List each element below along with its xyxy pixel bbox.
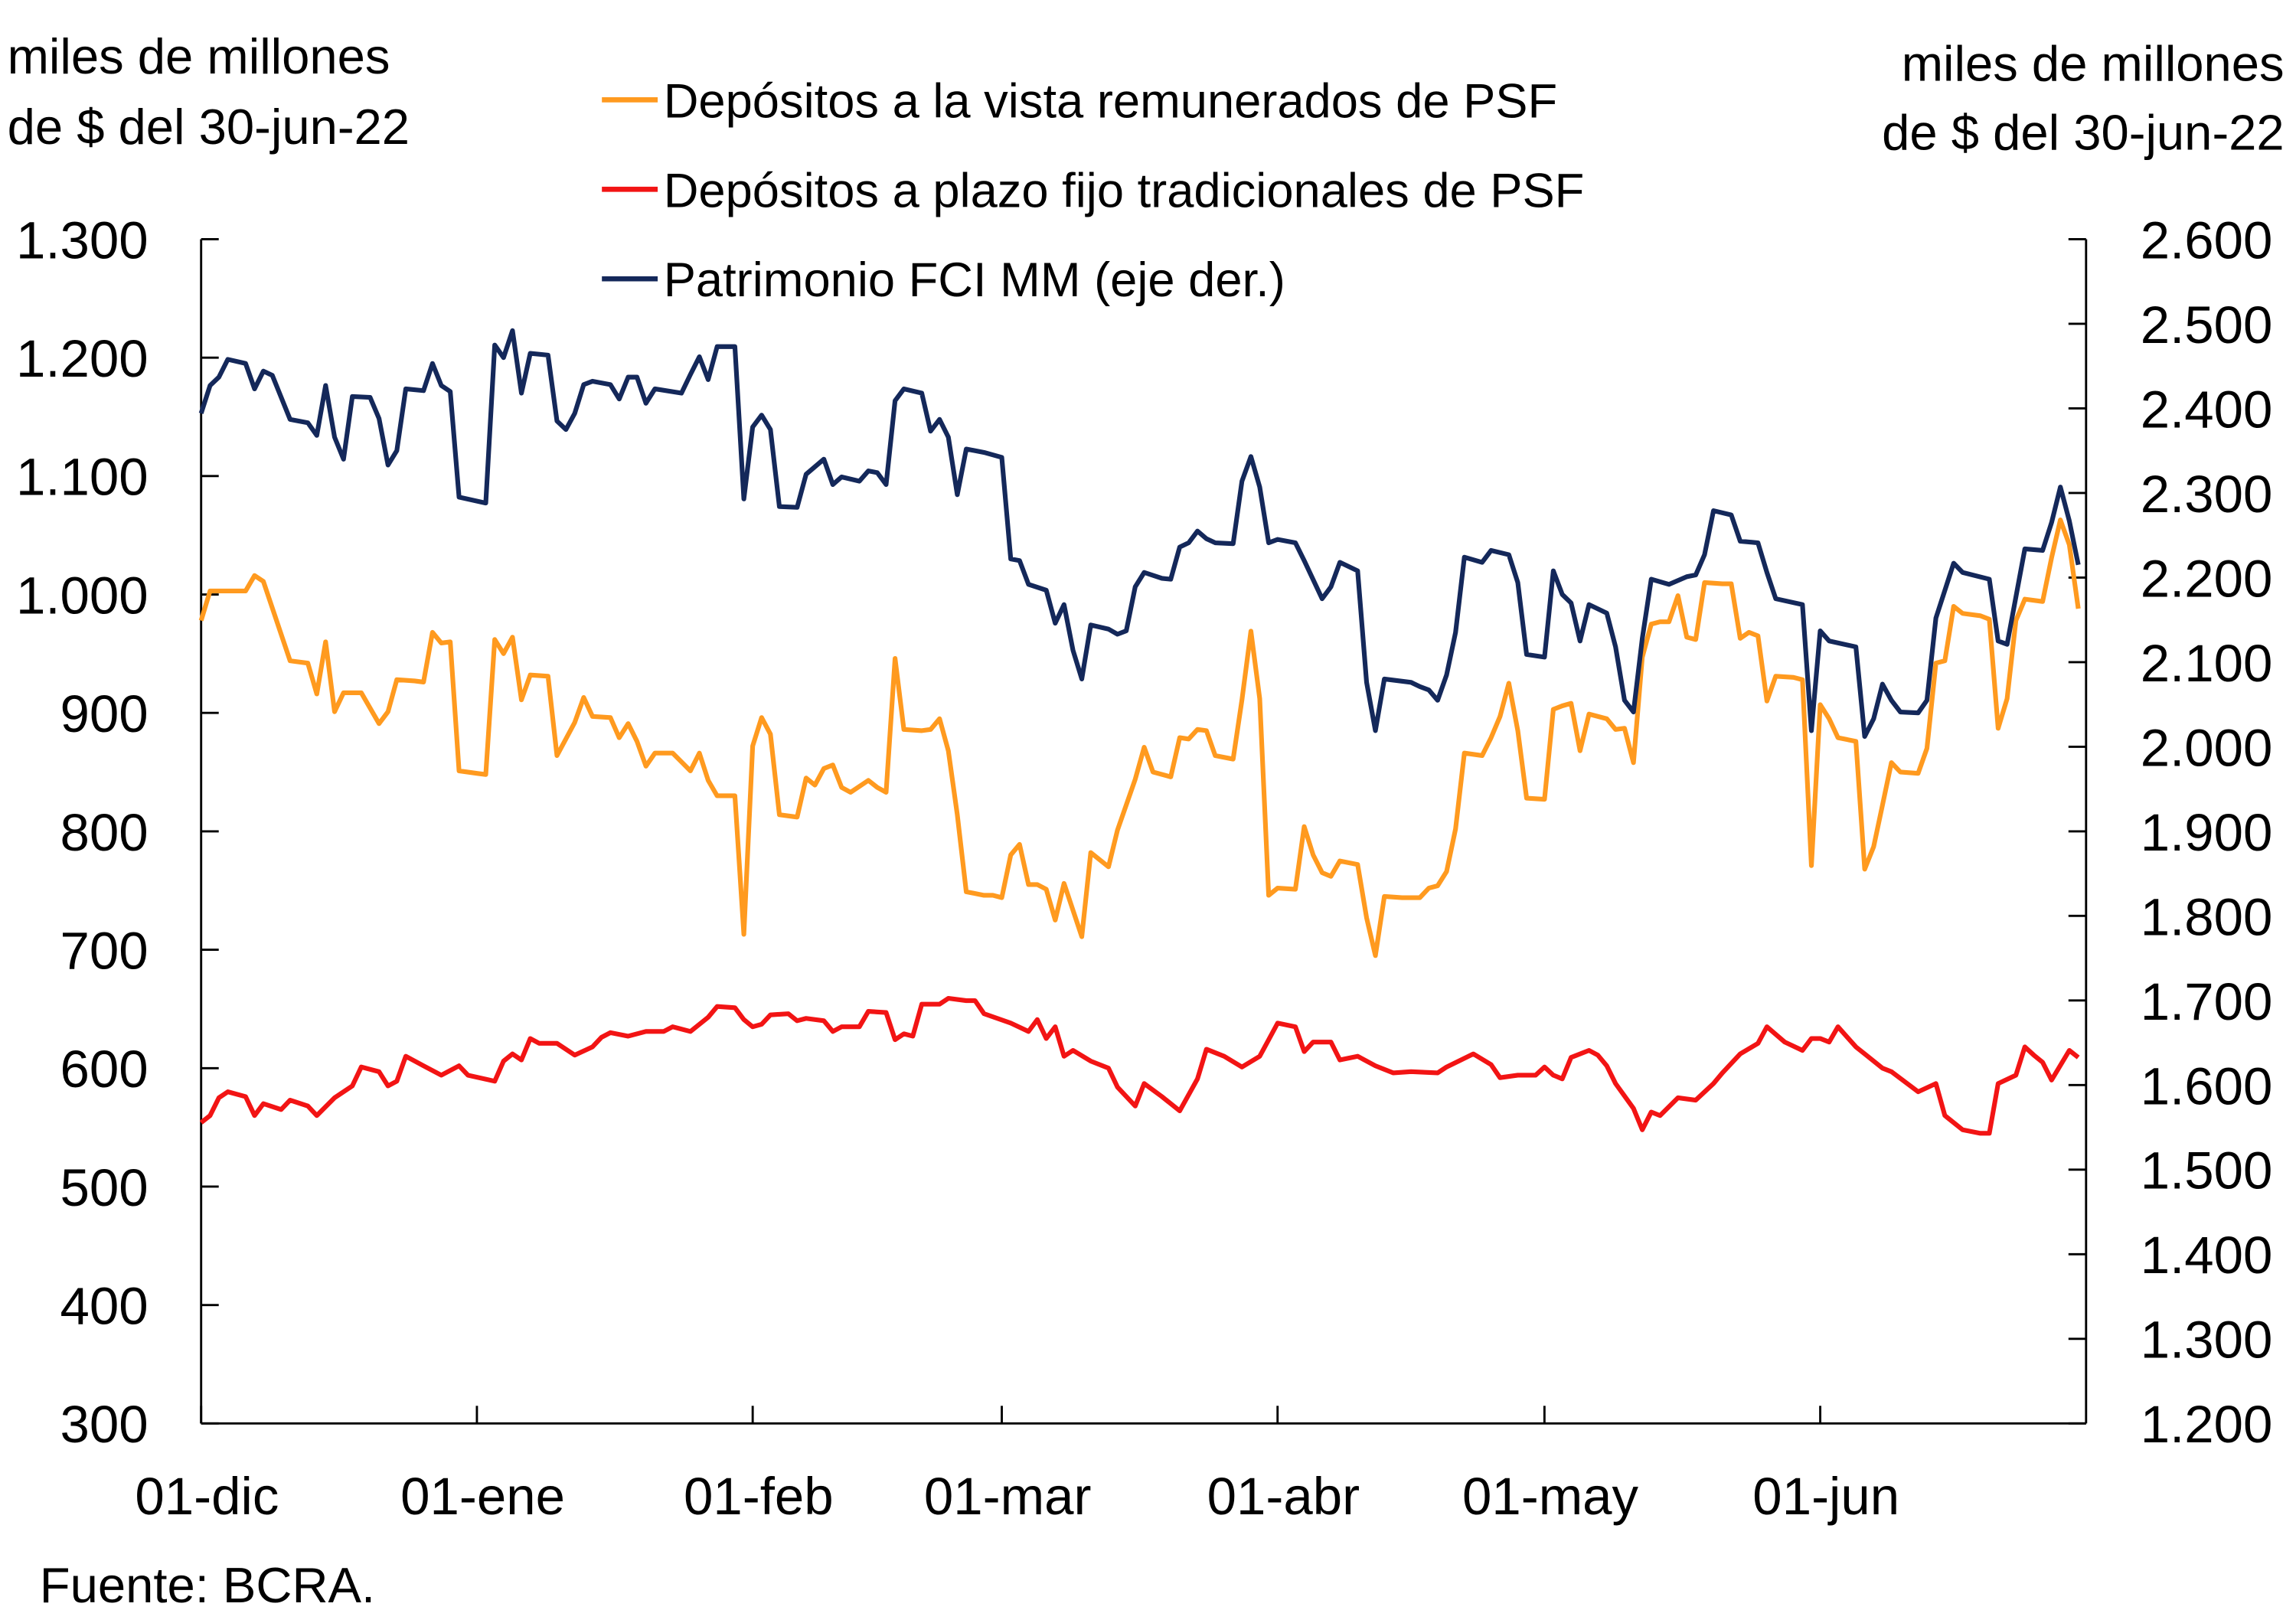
x-tick-label: 01-may bbox=[1462, 1467, 1639, 1526]
left-tick-label: 700 bbox=[60, 921, 149, 980]
right-tick-label: 1.700 bbox=[2141, 972, 2273, 1031]
right-tick-label: 1.300 bbox=[2141, 1311, 2273, 1370]
right-tick-label: 2.600 bbox=[2141, 211, 2273, 269]
right-tick-label: 1.900 bbox=[2141, 803, 2273, 862]
right-tick-label: 2.500 bbox=[2141, 296, 2273, 354]
right-tick-label: 1.800 bbox=[2141, 887, 2273, 946]
series-line-1 bbox=[198, 518, 2081, 958]
series-line-3 bbox=[198, 328, 2081, 740]
left-tick-label: 1.200 bbox=[16, 329, 149, 388]
right-tick-label: 2.400 bbox=[2141, 380, 2273, 439]
left-tick-label: 600 bbox=[60, 1040, 149, 1099]
left-tick-label: 1.300 bbox=[16, 211, 149, 269]
legend-label: Patrimonio FCI MM (eje der.) bbox=[664, 253, 1285, 307]
left-axis-title-line-2: de $ del 30-jun-22 bbox=[8, 99, 410, 155]
right-axis-title-line-2: de $ del 30-jun-22 bbox=[1882, 105, 2284, 161]
right-axis-title: miles de millones de $ del 30-jun-22 bbox=[1882, 35, 2284, 160]
x-tick-label: 01-feb bbox=[684, 1467, 834, 1526]
right-tick-label: 1.500 bbox=[2141, 1141, 2273, 1200]
source-note: Fuente: BCRA. bbox=[40, 1557, 375, 1613]
right-axis-title-line-1: miles de millones bbox=[1902, 35, 2285, 91]
axes: 300 400 500 600 700 800 900 1.000 1.100 1.200 1.30… bbox=[16, 211, 2272, 1526]
right-tick-label: 2.300 bbox=[2141, 465, 2273, 524]
right-tick-label: 1.600 bbox=[2141, 1056, 2273, 1115]
x-tick-label: 01-abr bbox=[1207, 1467, 1360, 1526]
series-lines bbox=[198, 328, 2081, 1136]
x-tick-label: 01-mar bbox=[924, 1467, 1092, 1526]
x-tick-label: 01-jun bbox=[1752, 1467, 1899, 1526]
left-tick-label: 400 bbox=[60, 1277, 149, 1336]
right-tick-label: 1.200 bbox=[2141, 1395, 2273, 1454]
left-axis-title: miles de millones de $ del 30-jun-22 bbox=[8, 28, 410, 155]
legend-label: Depósitos a plazo fijo tradicionales de … bbox=[664, 164, 1585, 217]
right-tick-label: 2.200 bbox=[2141, 549, 2273, 608]
x-tick-label: 01-ene bbox=[400, 1467, 565, 1526]
left-tick-label: 900 bbox=[60, 684, 149, 743]
legend: Depósitos a la vista remunerados de PSF D… bbox=[602, 74, 1584, 307]
left-tick-label: 1.100 bbox=[16, 448, 149, 507]
right-tick-label: 2.000 bbox=[2141, 718, 2273, 777]
right-tick-label: 2.100 bbox=[2141, 634, 2273, 693]
left-tick-label: 1.000 bbox=[16, 566, 149, 625]
x-tick-label: 01-dic bbox=[135, 1467, 279, 1526]
legend-label: Depósitos a la vista remunerados de PSF bbox=[664, 74, 1557, 128]
right-tick-label: 1.400 bbox=[2141, 1226, 2273, 1285]
left-tick-label: 800 bbox=[60, 803, 149, 862]
left-tick-label: 300 bbox=[60, 1395, 149, 1454]
left-tick-label: 500 bbox=[60, 1158, 149, 1217]
series-line-2 bbox=[199, 995, 2080, 1136]
left-axis-title-line-1: miles de millones bbox=[8, 28, 390, 84]
